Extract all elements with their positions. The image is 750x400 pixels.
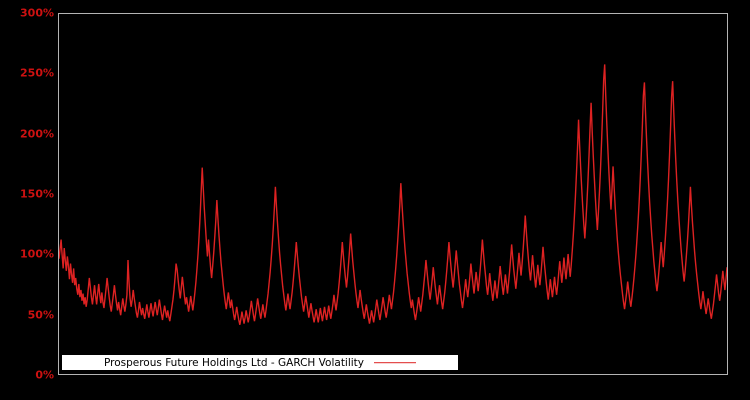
- y-axis-tick-label: 200%: [20, 127, 54, 141]
- series-line: [59, 64, 727, 325]
- volatility-series: [59, 64, 727, 325]
- legend-line-swatch: [374, 357, 416, 369]
- y-axis-tick-label: 0%: [35, 368, 54, 382]
- y-axis-tick-label: 250%: [20, 66, 54, 80]
- legend-label: Prosperous Future Holdings Ltd - GARCH V…: [103, 356, 365, 369]
- y-axis-tick-label: 300%: [20, 6, 54, 20]
- y-axis: 300% 250% 200% 150% 100% 50% 0%: [0, 0, 58, 400]
- plot-area: [58, 13, 728, 375]
- y-axis-tick-label: 150%: [20, 187, 54, 201]
- chart-legend: Prosperous Future Holdings Ltd - GARCH V…: [62, 355, 458, 370]
- y-axis-tick-label: 50%: [27, 308, 54, 322]
- y-axis-tick-label: 100%: [20, 247, 54, 261]
